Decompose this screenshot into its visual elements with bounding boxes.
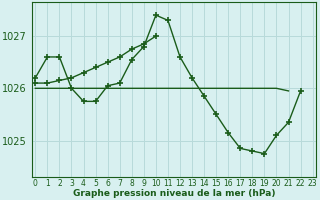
X-axis label: Graphe pression niveau de la mer (hPa): Graphe pression niveau de la mer (hPa)	[73, 189, 275, 198]
